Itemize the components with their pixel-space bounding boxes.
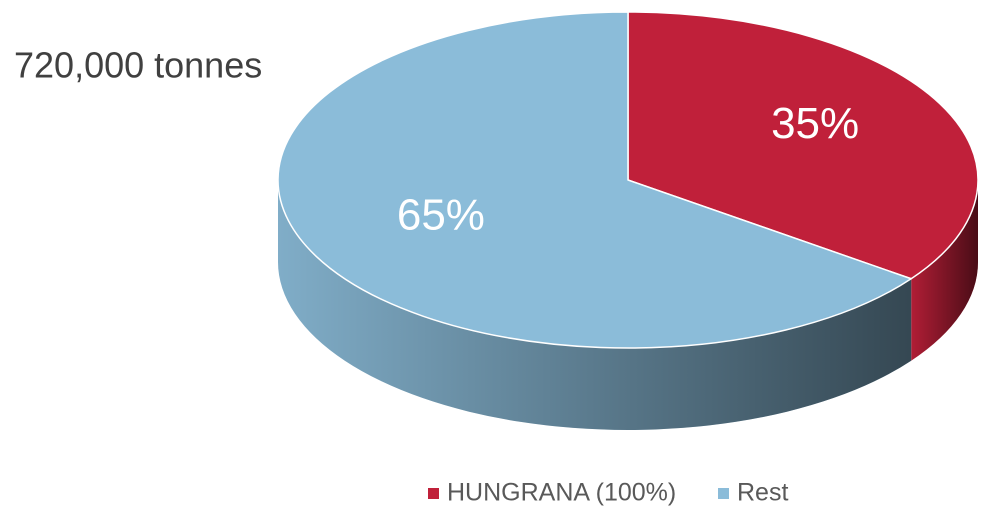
legend-label: Rest — [737, 479, 788, 507]
slice-side-shade — [278, 180, 912, 430]
legend: HUNGRANA (100%) Rest — [428, 479, 788, 507]
legend-swatch — [428, 488, 439, 499]
legend-swatch — [718, 488, 729, 499]
slice — [627, 11, 979, 280]
chart-title: 720,000 tonnes — [14, 45, 262, 86]
slice — [277, 11, 912, 349]
legend-label: HUNGRANA (100%) — [447, 479, 676, 507]
data-label: 35% — [771, 99, 859, 148]
data-label: 65% — [397, 190, 485, 239]
slice-side-shade — [911, 180, 978, 361]
pie: 35% 65% — [277, 11, 979, 430]
